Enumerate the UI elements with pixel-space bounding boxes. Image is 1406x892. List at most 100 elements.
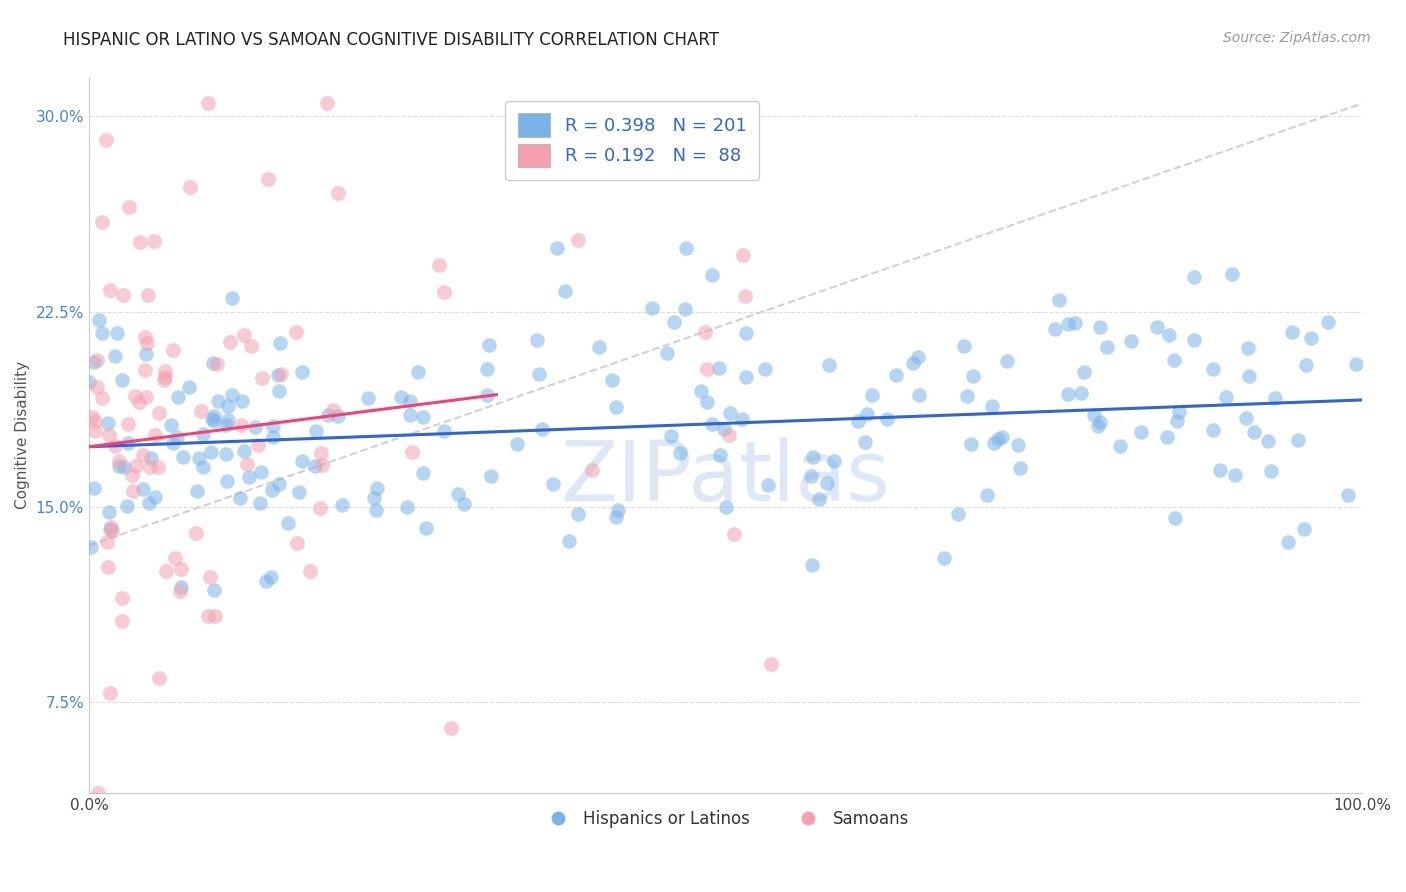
Point [83, 481, 105, 495]
Point [260, 570, 283, 584]
Point [105, 326, 128, 340]
Point [267, 477, 290, 491]
Point [720, 406, 742, 420]
Point [245, 420, 267, 434]
Point [304, 459, 326, 474]
Point [1260, 464, 1282, 478]
Point [1109, 440, 1132, 454]
Point [166, 430, 188, 444]
Point [1146, 320, 1168, 334]
Point [734, 326, 756, 341]
Point [153, 369, 176, 384]
Point [1215, 390, 1237, 404]
Point [214, 447, 236, 461]
Point [117, 417, 139, 431]
Point [800, 469, 823, 483]
Point [1182, 333, 1205, 347]
Point [1299, 330, 1322, 344]
Point [884, 368, 907, 383]
Point [202, 409, 225, 424]
Point [256, 171, 278, 186]
Point [108, 454, 131, 468]
Point [152, 373, 174, 387]
Point [558, 533, 581, 548]
Text: ZIPatlas: ZIPatlas [561, 437, 890, 518]
Point [641, 301, 664, 315]
Point [108, 459, 131, 474]
Point [201, 356, 224, 370]
Point [962, 369, 984, 384]
Point [955, 389, 977, 403]
Point [96, 535, 118, 549]
Point [995, 354, 1018, 368]
Point [399, 408, 422, 422]
Point [976, 488, 998, 502]
Point [401, 445, 423, 459]
Point [91, 215, 114, 229]
Point [823, 453, 845, 467]
Text: HISPANIC OR LATINO VS SAMOAN COGNITIVE DISABILITY CORRELATION CHART: HISPANIC OR LATINO VS SAMOAN COGNITIVE D… [63, 31, 720, 49]
Point [87, 786, 110, 800]
Point [567, 508, 589, 522]
Point [659, 429, 682, 443]
Point [987, 432, 1010, 446]
Point [134, 330, 156, 344]
Point [1159, 328, 1181, 343]
Point [702, 268, 724, 282]
Point [98, 522, 121, 536]
Point [605, 510, 627, 524]
Point [860, 388, 883, 402]
Point [217, 475, 239, 489]
Point [1163, 352, 1185, 367]
Point [1087, 418, 1109, 433]
Point [148, 459, 170, 474]
Point [148, 406, 170, 420]
Point [308, 501, 330, 516]
Point [267, 368, 290, 382]
Point [415, 521, 437, 535]
Point [288, 485, 311, 500]
Point [959, 436, 981, 450]
Point [121, 467, 143, 482]
Point [1164, 511, 1187, 525]
Point [304, 424, 326, 438]
Point [447, 486, 470, 500]
Point [240, 339, 263, 353]
Point [232, 444, 254, 458]
Point [541, 477, 564, 491]
Point [124, 389, 146, 403]
Point [202, 414, 225, 428]
Point [134, 362, 156, 376]
Point [330, 498, 353, 512]
Point [1010, 461, 1032, 475]
Point [328, 186, 350, 200]
Point [1202, 423, 1225, 437]
Point [201, 411, 224, 425]
Point [97, 560, 120, 574]
Point [125, 458, 148, 473]
Point [412, 409, 434, 424]
Point [128, 235, 150, 249]
Point [478, 338, 501, 352]
Point [389, 390, 412, 404]
Point [246, 438, 269, 452]
Point [204, 609, 226, 624]
Point [1007, 438, 1029, 452]
Point [186, 483, 208, 498]
Point [84, 424, 107, 438]
Point [1047, 293, 1070, 307]
Point [702, 417, 724, 431]
Point [1344, 358, 1367, 372]
Point [1070, 386, 1092, 401]
Point [187, 451, 209, 466]
Point [734, 369, 756, 384]
Point [605, 400, 627, 414]
Point [110, 373, 132, 387]
Point [713, 422, 735, 436]
Point [723, 527, 745, 541]
Point [734, 289, 756, 303]
Point [1088, 320, 1111, 334]
Point [269, 336, 291, 351]
Point [262, 483, 284, 498]
Point [118, 201, 141, 215]
